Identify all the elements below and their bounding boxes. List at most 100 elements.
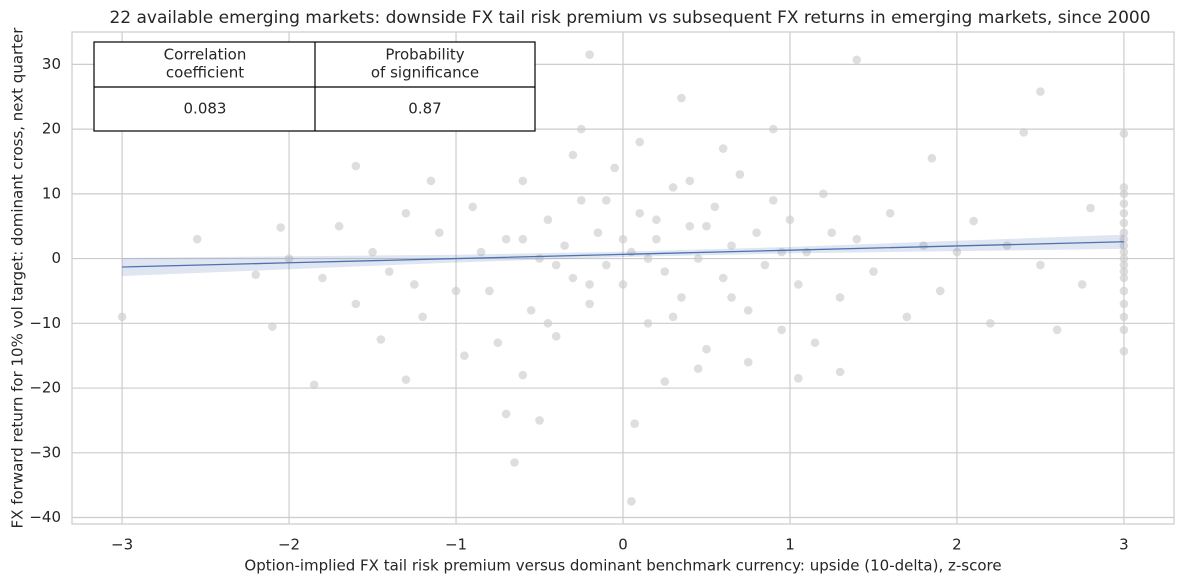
y-axis-label: FX forward return for 10% vol target: do… xyxy=(9,27,27,529)
point xyxy=(702,344,711,354)
point xyxy=(610,163,619,173)
point xyxy=(426,176,436,186)
plot-frame xyxy=(71,31,1175,525)
point xyxy=(677,293,686,302)
point xyxy=(585,280,594,289)
point xyxy=(819,189,828,199)
point xyxy=(618,280,628,289)
point xyxy=(485,286,494,296)
point xyxy=(468,202,478,212)
point xyxy=(743,357,753,367)
y-tick-label: 30 xyxy=(42,55,61,73)
x-axis-label: Option-implied FX tail risk premium vers… xyxy=(244,557,1001,575)
point xyxy=(693,364,703,373)
y-tick-label: −40 xyxy=(29,508,61,526)
point xyxy=(618,234,628,244)
point xyxy=(693,254,703,263)
point xyxy=(460,351,469,360)
point xyxy=(952,247,962,257)
point xyxy=(585,50,594,59)
point xyxy=(919,241,928,250)
x-tick-label: −2 xyxy=(278,536,300,554)
point xyxy=(1119,183,1129,192)
point xyxy=(602,196,611,205)
point xyxy=(635,208,644,218)
point xyxy=(827,228,837,237)
point xyxy=(409,280,419,289)
point xyxy=(351,161,361,171)
point xyxy=(1119,254,1129,263)
point xyxy=(794,280,803,289)
point xyxy=(1077,280,1087,289)
point xyxy=(1119,346,1129,356)
point xyxy=(668,183,678,192)
point xyxy=(351,299,361,309)
regression xyxy=(122,234,1124,277)
point xyxy=(1119,299,1129,309)
point xyxy=(902,312,912,322)
point xyxy=(602,260,611,270)
x-tick-label: 3 xyxy=(1119,536,1129,554)
point xyxy=(251,270,260,280)
point xyxy=(869,267,878,276)
point xyxy=(752,228,761,237)
point xyxy=(1036,87,1045,96)
y-tick-label: 10 xyxy=(42,184,61,202)
point xyxy=(794,374,803,383)
point xyxy=(543,319,553,328)
point xyxy=(710,202,720,212)
point xyxy=(627,497,636,506)
confidence-band xyxy=(122,234,1124,277)
x-tick-label: −3 xyxy=(111,536,133,554)
point xyxy=(969,216,978,226)
point xyxy=(1119,241,1129,250)
y-tick-label: −10 xyxy=(29,314,61,332)
point xyxy=(560,241,569,250)
y-tick-label: −30 xyxy=(29,443,61,461)
point xyxy=(835,293,845,302)
point xyxy=(518,176,528,186)
point xyxy=(284,254,294,263)
x-tick-label: 1 xyxy=(785,536,795,554)
point xyxy=(510,458,519,467)
point xyxy=(334,221,344,231)
point xyxy=(1119,286,1129,296)
stats-table: Correlation coefficient Probability of s… xyxy=(93,41,536,132)
point xyxy=(309,380,319,390)
point xyxy=(768,196,778,205)
point xyxy=(268,322,277,331)
point xyxy=(568,150,578,160)
point xyxy=(777,325,786,335)
table-header: Correlation xyxy=(164,46,247,64)
point xyxy=(1119,228,1129,237)
point xyxy=(702,221,711,231)
chart-title: 22 available emerging markets: downside … xyxy=(109,8,1150,28)
point xyxy=(1119,273,1129,283)
point xyxy=(435,228,444,237)
point xyxy=(852,234,862,244)
point xyxy=(810,338,820,348)
table-cell: 0.083 xyxy=(184,100,227,118)
point xyxy=(685,176,695,186)
point xyxy=(535,416,544,425)
table-header: coefficient xyxy=(166,64,244,82)
point xyxy=(677,93,686,103)
point xyxy=(568,273,578,283)
point xyxy=(1119,199,1129,208)
point xyxy=(585,299,594,309)
point xyxy=(668,312,678,322)
point xyxy=(593,228,603,237)
point xyxy=(117,312,127,322)
x-tick-label: 0 xyxy=(618,536,628,554)
point xyxy=(1119,260,1129,270)
point xyxy=(1019,128,1029,137)
point xyxy=(660,377,670,386)
y-tick-label: 20 xyxy=(42,120,61,138)
point xyxy=(768,124,778,134)
point xyxy=(643,319,653,328)
point xyxy=(735,170,745,179)
point xyxy=(276,223,286,232)
point xyxy=(835,367,845,377)
point xyxy=(927,153,937,163)
